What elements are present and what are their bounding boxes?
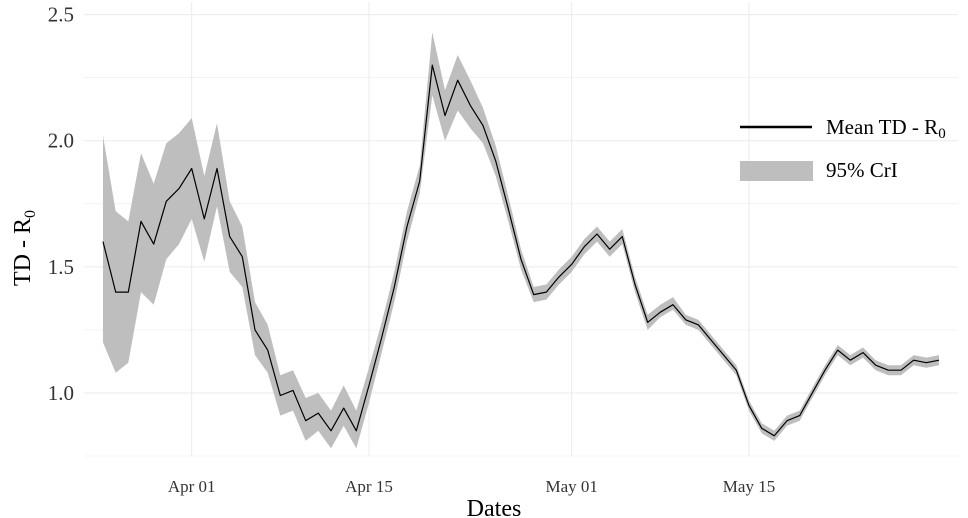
- y-axis-tick-labels: 1.0 1.5 2.0 2.5: [48, 3, 74, 405]
- legend: Mean TD - R0 95% CrI: [740, 115, 946, 182]
- legend-label-mean: Mean TD - R0: [826, 115, 946, 142]
- credible-interval-band: [103, 32, 939, 449]
- grid-lines: [84, 2, 958, 457]
- x-tick-label: May 01: [545, 477, 597, 496]
- x-axis-title: Dates: [467, 496, 522, 518]
- x-tick-label: May 15: [723, 477, 775, 496]
- ci-band-area: [103, 32, 939, 449]
- y-tick-label: 1.0: [48, 381, 74, 405]
- y-tick-label: 1.5: [48, 255, 74, 279]
- legend-band-swatch: [740, 161, 813, 181]
- y-axis-title: TD - R0: [10, 210, 39, 286]
- y-tick-label: 2.5: [48, 3, 74, 27]
- y-tick-label: 2.0: [48, 129, 74, 153]
- mean-series-line: [102, 64, 940, 437]
- x-axis-tick-labels: Apr 01 Apr 15 May 01 May 15: [168, 477, 775, 496]
- x-tick-label: Apr 01: [168, 477, 216, 496]
- x-tick-label: Apr 15: [345, 477, 393, 496]
- mean-line: [102, 64, 940, 437]
- legend-label-cri: 95% CrI: [826, 158, 898, 182]
